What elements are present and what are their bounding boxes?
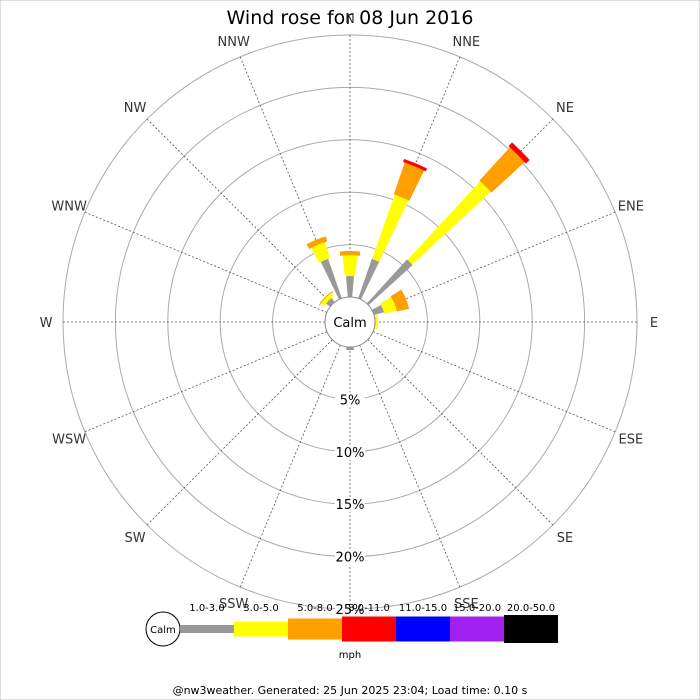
- ring-label: 5%: [340, 393, 361, 408]
- direction-label: SSE: [454, 597, 479, 612]
- bar-segment-n-2: [339, 250, 361, 256]
- legend-calm-label: Calm: [150, 625, 176, 636]
- bar-segment-nne-1: [372, 194, 409, 262]
- bar-segment-ne-2: [479, 147, 525, 193]
- footer-text: @nw3weather. Generated: 25 Jun 2025 23:0…: [173, 684, 528, 697]
- bar-segment-nne-2: [393, 162, 425, 201]
- bar-segment-nne-0: [358, 258, 380, 300]
- bar-segment-nnw-2: [306, 236, 328, 249]
- direction-label: SE: [557, 531, 573, 546]
- calm-center: Calm: [324, 296, 376, 348]
- direction-label: SW: [124, 531, 145, 546]
- ring-label-bg: [335, 602, 365, 617]
- legend-swatch-5: [450, 616, 504, 642]
- bar-segment-ene-2: [390, 289, 410, 312]
- bar-segment-ene-0: [371, 304, 385, 316]
- calm-label: Calm: [333, 316, 366, 331]
- bar-segment-ne-3: [508, 142, 530, 164]
- chart-title: Wind rose for 08 Jun 2016: [227, 7, 474, 29]
- ring-label-bg: [335, 549, 365, 565]
- legend-label: 11.0-15.0: [399, 603, 447, 614]
- direction-label: NNE: [452, 35, 480, 50]
- legend-swatch-6: [504, 615, 558, 643]
- direction-label: WNW: [51, 200, 87, 215]
- ring-label-bg: [335, 444, 365, 460]
- direction-label: W: [40, 316, 53, 331]
- direction-label: E: [650, 316, 658, 331]
- direction-label: NW: [124, 101, 147, 116]
- legend-swatch-1: [234, 621, 288, 637]
- direction-label: SSW: [219, 597, 249, 612]
- legend-unit: mph: [339, 650, 361, 661]
- ring-labels: 5% 10% 15% 20% 25%: [335, 392, 365, 618]
- direction-label: NE: [556, 101, 574, 116]
- direction-label: WSW: [52, 432, 86, 447]
- direction-label: N: [345, 12, 355, 27]
- direction-label: NNW: [218, 35, 250, 50]
- bar-segment-ne-1: [407, 181, 491, 265]
- legend-swatch-2: [288, 618, 342, 640]
- wind-bars: [306, 142, 530, 351]
- ring-label: 20%: [336, 551, 365, 566]
- legend-label: 1.0-3.0: [189, 603, 224, 614]
- bar-segment-nnw-1: [311, 242, 331, 263]
- legend-swatch-0: [180, 625, 234, 633]
- legend-label: 8.0-11.0: [348, 603, 390, 614]
- calm-circle: [324, 296, 376, 348]
- legend-label: 5.0-8.0: [297, 603, 332, 614]
- legend-label: 3.0-5.0: [243, 603, 278, 614]
- legend-label: 15.0-20.0: [453, 603, 501, 614]
- bar-segment-nnw-0: [320, 258, 342, 300]
- ring-label: 10%: [336, 446, 365, 461]
- bar-segment-s-0: [346, 346, 354, 351]
- bar-segment-nw-2: [318, 290, 334, 306]
- bar-segment-ne-0: [366, 259, 413, 306]
- bar-segment-n-0: [346, 276, 354, 298]
- ring-label-bg: [335, 392, 365, 408]
- ring-label: 15%: [336, 498, 365, 513]
- ring-label: 25%: [336, 603, 365, 618]
- bar-segment-nw-0: [325, 297, 335, 307]
- bar-segment-ene-1: [380, 296, 397, 314]
- legend-label: 20.0-50.0: [507, 603, 555, 614]
- direction-label: ENE: [618, 200, 644, 215]
- bar-segment-nne-3: [403, 158, 428, 172]
- direction-label: ESE: [619, 432, 644, 447]
- bar-segment-n-1: [342, 255, 358, 277]
- legend: Calm 1.0-3.0 3.0-5.0 5.0-8.0 8.0-11.0 11.0-15…: [145, 603, 558, 661]
- bar-segment-nw-1: [321, 293, 334, 306]
- legend-swatch-4: [396, 616, 450, 642]
- legend-swatch-3: [342, 616, 396, 642]
- ring-label-bg: [335, 497, 365, 513]
